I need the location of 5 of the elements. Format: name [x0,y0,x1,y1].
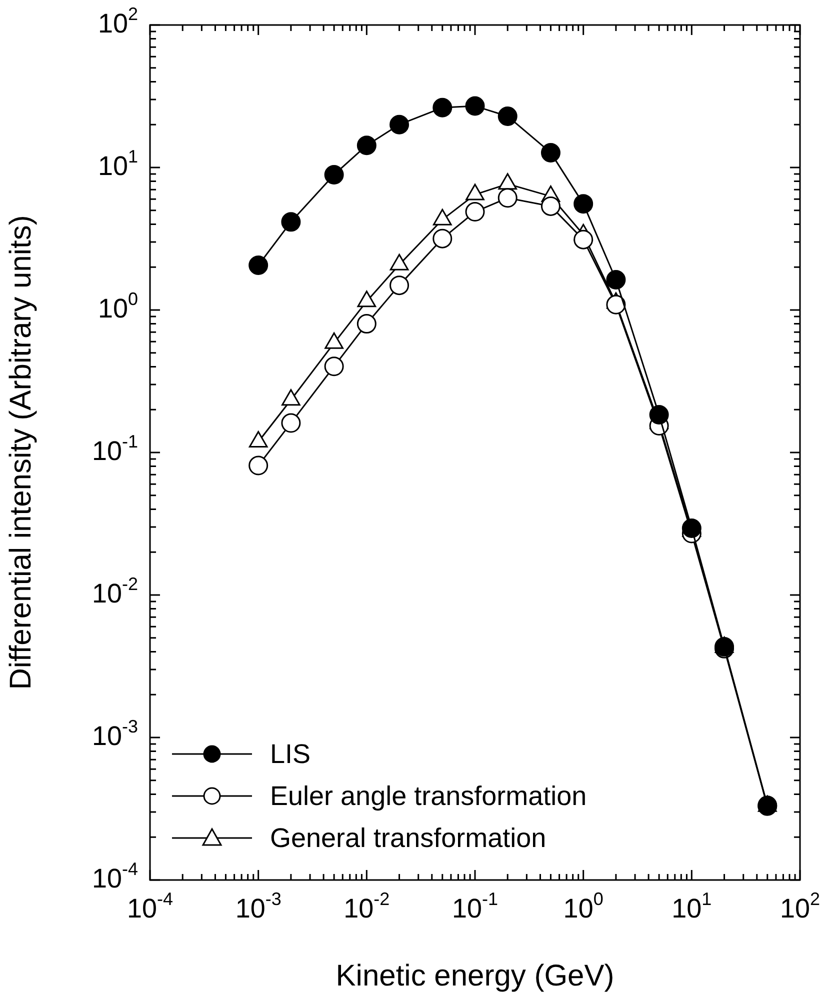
x-axis-title: Kinetic energy (GeV) [336,959,614,992]
legend-label: General transformation [270,822,546,855]
y-axis-title: Differential intensity (Arbitrary units) [4,215,38,690]
legend-label: LIS [270,738,311,771]
legend-label: Euler angle transformation [270,780,587,813]
